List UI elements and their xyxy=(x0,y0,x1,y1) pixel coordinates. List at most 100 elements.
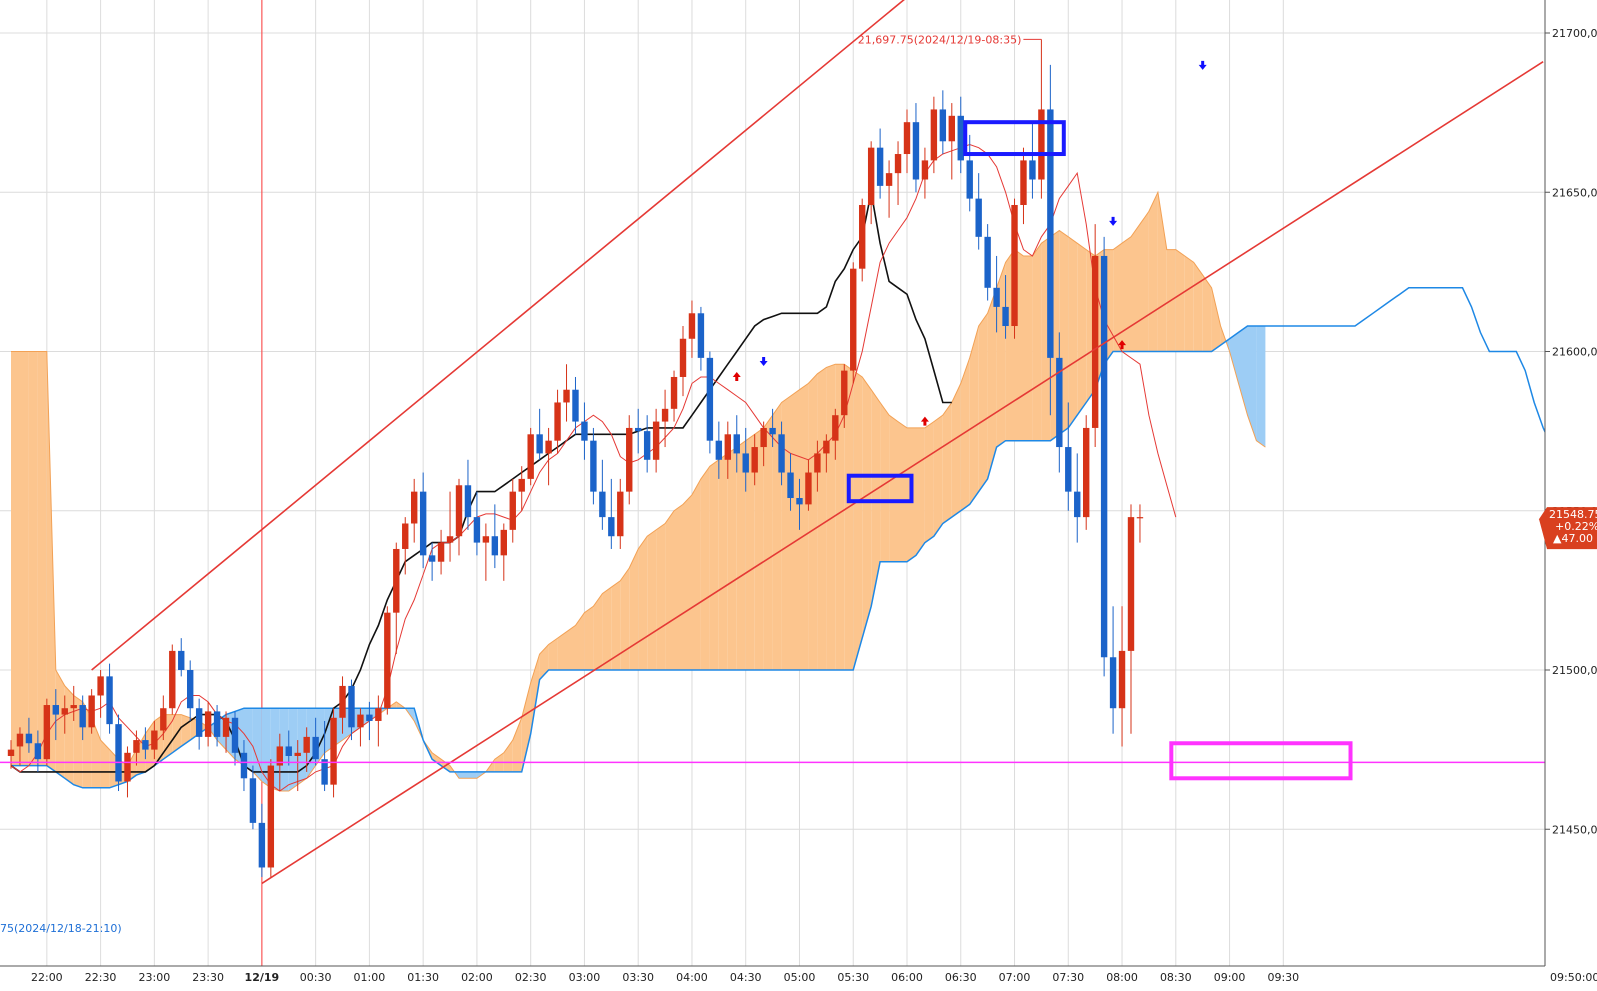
span-b-line xyxy=(11,287,1545,789)
candle-body xyxy=(984,236,991,288)
candle-body xyxy=(43,705,51,760)
candle-body xyxy=(178,650,185,670)
candle-body xyxy=(491,536,499,556)
highlight-box xyxy=(846,473,914,504)
cloud-segment xyxy=(790,389,800,670)
candle-body xyxy=(939,109,947,142)
candle-body xyxy=(419,491,427,556)
cloud-segment xyxy=(727,447,737,670)
candle-body xyxy=(195,708,203,737)
cloud-segment xyxy=(674,504,683,670)
candle-body xyxy=(670,376,678,409)
cloud-segment xyxy=(969,326,979,505)
cloud-segment xyxy=(1032,243,1042,441)
candle-body xyxy=(554,402,561,441)
candle-body xyxy=(285,746,292,756)
cloud-segment xyxy=(64,685,74,785)
cloud-segment xyxy=(942,402,952,524)
cloud-segment xyxy=(862,377,872,639)
candle-body xyxy=(1118,650,1126,709)
candle-body xyxy=(1091,255,1099,428)
x-tick-label: 05:30 xyxy=(837,971,869,984)
x-tick-label: 03:00 xyxy=(569,971,601,984)
candle-body xyxy=(948,115,955,142)
x-tick-label: 12/19 xyxy=(245,971,280,984)
indicator-lines xyxy=(10,143,1177,792)
cloud-segment xyxy=(1229,332,1239,384)
cloud-segment xyxy=(11,351,20,766)
candle-body xyxy=(204,711,212,737)
cloud-segment xyxy=(638,536,648,670)
cloud-segment xyxy=(575,612,585,670)
cloud-segment xyxy=(512,717,522,772)
cloud-segment xyxy=(656,523,666,670)
candle-body xyxy=(599,491,606,518)
y-tick-label: 21700,00 xyxy=(1552,27,1597,40)
cloud-segment xyxy=(611,580,621,670)
candle-body xyxy=(437,542,445,562)
candle-body xyxy=(169,650,176,709)
cloud-segment xyxy=(37,351,47,766)
candle-body xyxy=(545,440,552,454)
candle-body xyxy=(446,536,454,543)
cloud-segment xyxy=(136,733,146,776)
candle-body xyxy=(213,711,221,737)
cloud-segment xyxy=(647,529,657,670)
cloud-segment xyxy=(620,568,630,670)
cloud-segment xyxy=(951,383,961,518)
candle-body xyxy=(912,122,920,180)
candle-body xyxy=(1047,109,1054,358)
candle-body xyxy=(79,705,86,728)
candle-body xyxy=(617,491,624,537)
candle-body xyxy=(357,714,364,728)
sell-signal-arrow xyxy=(1198,60,1207,70)
x-tick-label: 23:00 xyxy=(139,971,171,984)
x-tick-label: 08:30 xyxy=(1160,971,1192,984)
candle-body xyxy=(384,612,391,709)
candle-body xyxy=(366,714,373,721)
time-corner-label: 09:50:00 xyxy=(1550,971,1597,984)
x-tick-label: 22:00 xyxy=(31,971,63,984)
y-tick-label: 21650,00 xyxy=(1552,186,1597,199)
candle-body xyxy=(850,268,857,371)
candle-body xyxy=(581,421,588,441)
candle-body xyxy=(688,313,696,339)
candle-body xyxy=(106,676,113,725)
candle-body xyxy=(921,160,929,180)
cloud-segment xyxy=(557,631,567,670)
candle-body xyxy=(724,434,731,460)
buy-signal-arrow xyxy=(1118,340,1127,350)
candle-body xyxy=(276,746,283,766)
candle-body xyxy=(590,440,597,492)
cloud-segment xyxy=(665,510,674,670)
candle-body xyxy=(1065,447,1072,492)
x-tick-label: 06:30 xyxy=(945,971,977,984)
cloud-segment xyxy=(1068,236,1078,428)
candle-body xyxy=(61,708,68,715)
candle-body xyxy=(867,147,875,205)
cloud-segment xyxy=(933,415,943,537)
candle-body xyxy=(142,740,149,750)
cloud-segment xyxy=(55,670,65,779)
candle-body xyxy=(393,548,400,613)
cloud-segment xyxy=(252,708,262,782)
y-tick-label: 21600,00 xyxy=(1552,346,1597,359)
cloud-segment xyxy=(763,415,773,670)
x-tick-label: 07:30 xyxy=(1052,971,1084,984)
cloud-segment xyxy=(808,373,818,670)
tenkan-line xyxy=(10,143,1177,792)
buy-signal-arrow xyxy=(732,371,741,381)
candle-body xyxy=(294,752,301,756)
candle-body xyxy=(1109,657,1117,709)
cloud-segment xyxy=(898,421,907,562)
candle-body xyxy=(1100,255,1108,658)
kijun-line xyxy=(10,192,952,773)
sell-signal-arrow xyxy=(759,357,768,367)
cloud-segment xyxy=(889,415,898,562)
candle-body xyxy=(966,160,973,199)
candle-body xyxy=(240,752,248,779)
candle-body xyxy=(1056,357,1063,448)
cloud-segment xyxy=(584,606,594,670)
candle-body xyxy=(348,685,355,728)
